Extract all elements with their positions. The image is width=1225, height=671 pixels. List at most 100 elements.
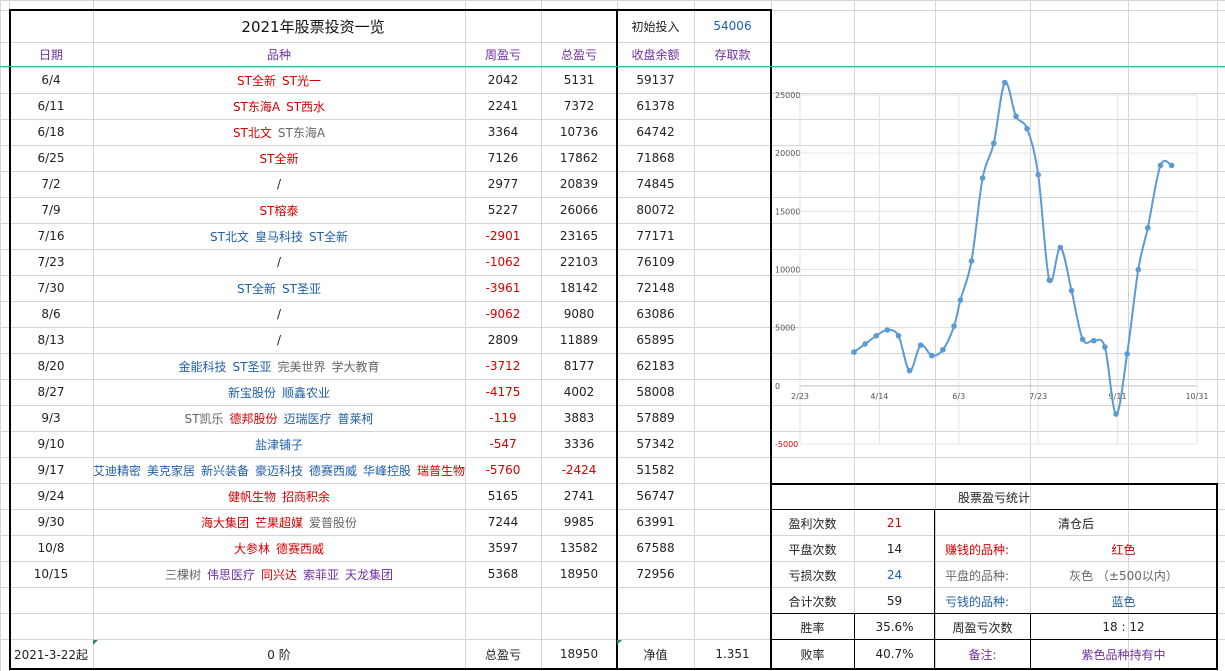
row-balance[interactable]: 56747 [636, 489, 675, 503]
row-deposit[interactable] [694, 457, 771, 483]
row-total-pnl[interactable]: 4002 [563, 385, 595, 399]
row-stocks[interactable]: / [93, 249, 465, 275]
row-stocks[interactable]: 健帆生物 招商积余 [93, 483, 465, 509]
loss-rate-value[interactable]: 40.7% [875, 647, 914, 661]
row-date[interactable]: 6/25 [37, 151, 65, 165]
row-stocks[interactable]: 海大集团 芒果超媒 爱普股份 [93, 509, 465, 535]
row-total-pnl[interactable]: 17862 [559, 151, 599, 165]
row-date[interactable]: 9/17 [37, 463, 65, 477]
row-deposit[interactable] [694, 483, 771, 509]
row-stocks[interactable]: ST全新 [93, 145, 465, 171]
row-weekly-pnl[interactable]: 5165 [487, 489, 519, 503]
row-balance[interactable]: 64742 [636, 125, 675, 139]
row-date[interactable]: 8/20 [37, 359, 65, 373]
row-date[interactable]: 9/30 [37, 515, 65, 529]
row-date[interactable]: 10/8 [37, 541, 65, 555]
row-deposit[interactable] [694, 327, 771, 353]
row-total-pnl[interactable]: 10736 [559, 125, 599, 139]
total-count-value[interactable]: 59 [886, 594, 903, 608]
row-deposit[interactable] [694, 67, 771, 93]
win-rate-value[interactable]: 35.6% [875, 620, 914, 634]
row-deposit[interactable] [694, 301, 771, 327]
row-date[interactable]: 9/3 [41, 411, 61, 425]
row-stocks[interactable]: ST凯乐 德邦股份 迈瑞医疗 普莱柯 [93, 405, 465, 431]
footer-total-value[interactable]: 18950 [559, 647, 599, 661]
row-date[interactable]: 7/23 [37, 255, 65, 269]
initial-investment-value[interactable]: 54006 [713, 19, 752, 33]
row-weekly-pnl[interactable]: -3712 [485, 359, 521, 373]
row-date[interactable]: 7/30 [37, 281, 65, 295]
row-weekly-pnl[interactable]: -5760 [485, 463, 521, 477]
row-balance[interactable]: 76109 [636, 255, 675, 269]
row-date[interactable]: 7/9 [41, 203, 61, 217]
row-weekly-pnl[interactable]: 2977 [487, 177, 519, 191]
row-weekly-pnl[interactable]: -3961 [485, 281, 521, 295]
row-deposit[interactable] [694, 93, 771, 119]
row-total-pnl[interactable]: 8177 [563, 359, 595, 373]
row-weekly-pnl[interactable]: -547 [489, 437, 517, 451]
row-balance[interactable]: 62183 [636, 359, 675, 373]
row-total-pnl[interactable]: 2741 [563, 489, 595, 503]
profit-count-value[interactable]: 21 [886, 516, 903, 530]
footer-stage[interactable]: 0 阶 [267, 647, 291, 662]
row-weekly-pnl[interactable]: 7126 [487, 151, 519, 165]
row-balance[interactable]: 51582 [636, 463, 675, 477]
row-balance[interactable]: 74845 [636, 177, 675, 191]
note-value[interactable]: 紫色品种持有中 [1081, 647, 1166, 662]
row-balance[interactable]: 63086 [636, 307, 675, 321]
row-balance[interactable]: 72956 [636, 567, 675, 581]
row-balance[interactable]: 57889 [636, 411, 675, 425]
row-weekly-pnl[interactable]: 2809 [487, 333, 519, 347]
row-weekly-pnl[interactable]: 3364 [487, 125, 519, 139]
row-balance[interactable]: 67588 [636, 541, 675, 555]
flat-stock-value[interactable]: 灰色 （±500以内） [1069, 568, 1178, 583]
row-deposit[interactable] [694, 275, 771, 301]
row-stocks[interactable]: ST北文 ST东海A [93, 119, 465, 145]
profit-stock-value[interactable]: 红色 [1111, 542, 1136, 557]
row-weekly-pnl[interactable]: 5368 [487, 567, 519, 581]
row-weekly-pnl[interactable]: -4175 [485, 385, 521, 399]
row-total-pnl[interactable]: 3883 [563, 411, 595, 425]
footer-start-date[interactable]: 2021-3-22起 [13, 647, 89, 662]
row-weekly-pnl[interactable]: 2042 [487, 73, 519, 87]
row-date[interactable]: 10/15 [33, 567, 69, 581]
row-weekly-pnl[interactable]: 7244 [487, 515, 519, 529]
row-total-pnl[interactable]: -2424 [561, 463, 597, 477]
row-deposit[interactable] [694, 197, 771, 223]
row-stocks[interactable]: 盐津铺子 [93, 431, 465, 457]
row-date[interactable]: 9/24 [37, 489, 65, 503]
row-total-pnl[interactable]: 11889 [559, 333, 599, 347]
row-weekly-pnl[interactable]: 3597 [487, 541, 519, 555]
row-deposit[interactable] [694, 353, 771, 379]
row-stocks[interactable]: 大参林 德赛西威 [93, 535, 465, 561]
row-total-pnl[interactable]: 3336 [563, 437, 595, 451]
row-total-pnl[interactable]: 5131 [563, 73, 595, 87]
row-stocks[interactable]: 三棵树 伟思医疗 同兴达 索菲亚 天龙集团 [93, 561, 465, 587]
row-deposit[interactable] [694, 223, 771, 249]
row-balance[interactable]: 65895 [636, 333, 675, 347]
row-deposit[interactable] [694, 145, 771, 171]
row-deposit[interactable] [694, 405, 771, 431]
weekly-count-value[interactable]: 18 : 12 [1102, 620, 1145, 634]
row-total-pnl[interactable]: 22103 [559, 255, 599, 269]
row-stocks[interactable]: ST榕泰 [93, 197, 465, 223]
footer-nav-value[interactable]: 1.351 [715, 647, 750, 661]
row-balance[interactable]: 58008 [636, 385, 675, 399]
row-date[interactable]: 6/18 [37, 125, 65, 139]
loss-stock-value[interactable]: 蓝色 [1111, 594, 1136, 609]
row-date[interactable]: 6/4 [41, 73, 61, 87]
loss-count-value[interactable]: 24 [886, 568, 903, 582]
row-deposit[interactable] [694, 379, 771, 405]
row-balance[interactable]: 71868 [636, 151, 675, 165]
row-total-pnl[interactable]: 20839 [559, 177, 599, 191]
row-balance[interactable]: 59137 [636, 73, 675, 87]
row-stocks[interactable]: / [93, 301, 465, 327]
row-stocks[interactable]: 艾迪精密 美克家居 新兴装备 豪迈科技 德赛西威 华峰控股 瑞普生物 [93, 457, 465, 483]
row-weekly-pnl[interactable]: -1062 [485, 255, 521, 269]
row-date[interactable]: 6/11 [37, 99, 65, 113]
row-deposit[interactable] [694, 171, 771, 197]
row-weekly-pnl[interactable]: -9062 [485, 307, 521, 321]
row-total-pnl[interactable]: 13582 [559, 541, 599, 555]
row-weekly-pnl[interactable]: -119 [489, 411, 517, 425]
row-stocks[interactable]: ST全新 ST光一 [93, 67, 465, 93]
